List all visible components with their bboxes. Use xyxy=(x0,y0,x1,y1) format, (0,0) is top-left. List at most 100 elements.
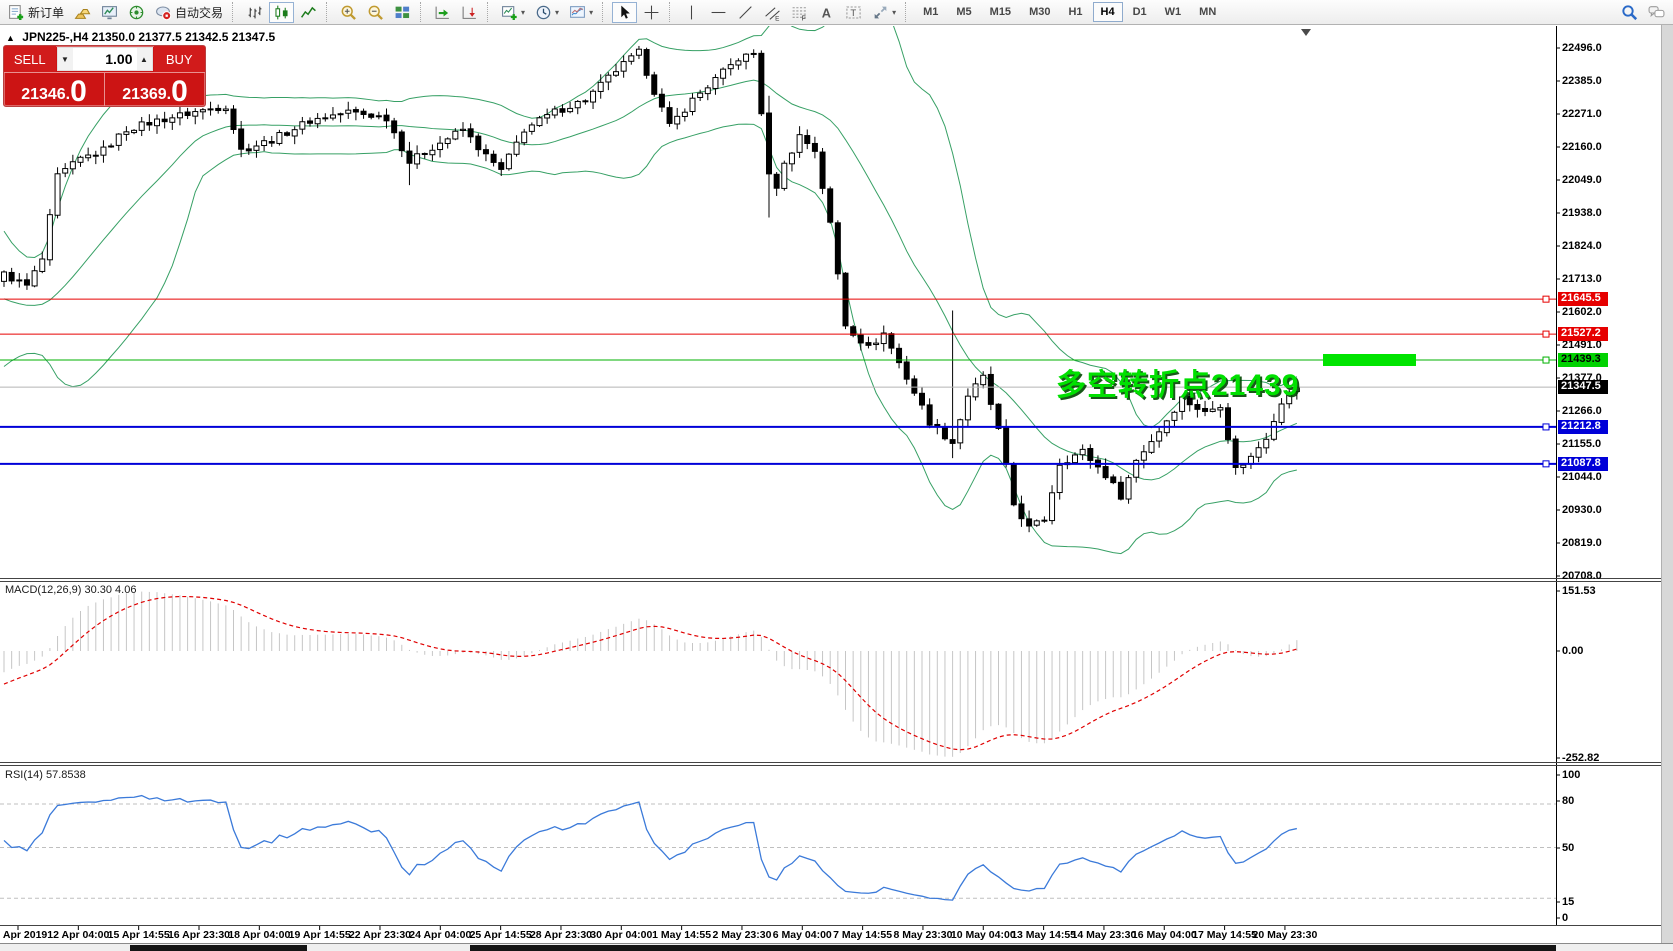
cursor-button[interactable] xyxy=(612,1,638,23)
price-axis-tick: 22271.0 xyxy=(1562,108,1602,120)
volume-input[interactable] xyxy=(72,48,137,70)
support-line-21212[interactable] xyxy=(0,423,1556,431)
auto-scroll-icon xyxy=(435,6,449,19)
chat-button[interactable] xyxy=(1644,2,1669,23)
chevron-down-icon[interactable]: ▾ xyxy=(589,7,594,17)
fibonacci-button[interactable]: F xyxy=(787,2,812,23)
text-label-button[interactable]: T xyxy=(841,2,866,23)
macd-axis-tick: -252.82 xyxy=(1562,752,1600,764)
sell-price[interactable]: 21346. 0 xyxy=(4,73,105,106)
zoom-in-icon xyxy=(341,5,356,20)
search-icon xyxy=(1622,4,1638,20)
horizontal-line-button[interactable] xyxy=(706,2,731,23)
macd-histogram xyxy=(3,591,1298,757)
price-axis-tick: 20819.0 xyxy=(1562,537,1602,549)
trendline-icon xyxy=(739,5,752,19)
timeframe-d1-button[interactable]: D1 xyxy=(1125,2,1155,22)
crosshair-icon xyxy=(644,5,659,19)
toolbar-separator xyxy=(602,2,608,22)
chart-shift-marker-icon xyxy=(1301,29,1311,41)
arrows-button[interactable]: ▾ xyxy=(868,2,900,23)
market-watch-button[interactable] xyxy=(70,2,95,23)
buy-button[interactable]: BUY xyxy=(153,46,205,72)
auto-scroll-button[interactable] xyxy=(430,2,455,23)
fibonacci-icon: F xyxy=(792,6,807,21)
pivot-line-21439[interactable] xyxy=(0,356,1556,364)
line-handle[interactable] xyxy=(1542,460,1550,468)
timeframe-h4-button[interactable]: H4 xyxy=(1092,2,1123,22)
svg-text:T: T xyxy=(850,8,856,19)
toolbar-separator xyxy=(232,2,238,22)
buy-price[interactable]: 21369. 0 xyxy=(122,75,188,107)
templates-button[interactable]: ▾ xyxy=(565,2,597,23)
line-handle[interactable] xyxy=(1542,295,1550,303)
line-price-badge: 21527.2 xyxy=(1558,327,1608,342)
bar-chart-mode-button[interactable] xyxy=(242,2,267,23)
time-axis-label: 25 Apr 14:55 xyxy=(469,929,532,941)
timeframe-w1-button[interactable]: W1 xyxy=(1157,2,1190,22)
time-axis-label: 2 May 23:30 xyxy=(712,929,772,941)
timeframe-m15-button[interactable]: M15 xyxy=(982,2,1019,22)
chart-annotation-text[interactable]: 多空转折点21439 xyxy=(1056,369,1300,402)
sell-button[interactable]: SELL xyxy=(4,46,56,72)
toolbar: 新订单 自动交易 ▾ ▾ ▾ E F A T ▾ M1 M5 M15 M30 H1 H4 D1 W1 MN xyxy=(0,0,1673,25)
one-click-trade-panel: SELL ▼ ▲ BUY 21346.0 21369.0 xyxy=(3,45,206,107)
timeframe-h1-button[interactable]: H1 xyxy=(1060,2,1090,22)
line-handle[interactable] xyxy=(1542,330,1550,338)
vertical-line-button[interactable] xyxy=(679,2,704,23)
timeframe-m5-button[interactable]: M5 xyxy=(948,2,979,22)
search-button[interactable] xyxy=(1617,2,1642,23)
scrollbar-thumb[interactable] xyxy=(470,945,1556,951)
volume-decrease-button[interactable]: ▼ xyxy=(57,48,73,70)
time-axis-label: 10 May 04:00 xyxy=(950,929,1016,941)
price-axis-tick: 22160.0 xyxy=(1562,141,1602,153)
candlestick-mode-button[interactable] xyxy=(269,1,295,23)
price-axis-tick: 22496.0 xyxy=(1562,42,1602,54)
chart-shift-button[interactable] xyxy=(457,2,482,23)
line-chart-mode-button[interactable] xyxy=(296,2,321,23)
autotrading-button[interactable]: 自动交易 xyxy=(151,2,227,23)
rsi-axis-tick: 100 xyxy=(1562,769,1581,781)
bid-price-badge: 21347.5 xyxy=(1558,380,1608,395)
scrollbar-thumb[interactable] xyxy=(130,945,307,951)
trendline-button[interactable] xyxy=(733,2,758,23)
crosshair-button[interactable] xyxy=(639,2,664,23)
new-order-button[interactable]: 新订单 xyxy=(4,2,68,23)
zoom-out-button[interactable] xyxy=(363,2,388,23)
highlight-rectangle[interactable] xyxy=(1323,354,1416,366)
chart-shift-icon xyxy=(462,6,476,19)
volume-increase-button[interactable]: ▲ xyxy=(136,48,152,70)
trade-panel-collapse-arrow[interactable]: ▲ xyxy=(6,33,15,43)
chevron-down-icon[interactable]: ▾ xyxy=(555,7,560,17)
svg-text:E: E xyxy=(775,15,779,21)
tile-windows-button[interactable] xyxy=(390,2,415,23)
chevron-down-icon[interactable]: ▾ xyxy=(521,7,526,17)
time-axis-label: 1 May 14:55 xyxy=(652,929,712,941)
time-axis-label: 18 Apr 04:00 xyxy=(228,929,291,941)
periods-icon xyxy=(536,5,551,19)
chevron-down-icon[interactable]: ▾ xyxy=(892,7,897,17)
new-chart-button[interactable]: ▾ xyxy=(497,2,529,23)
data-window-button[interactable] xyxy=(97,2,122,23)
chart-header: ▲ JPN225-,H4 21350.0 21377.5 21342.5 213… xyxy=(6,30,275,44)
resistance-line-21527[interactable] xyxy=(0,330,1556,338)
timeframe-mn-button[interactable]: MN xyxy=(1191,2,1224,22)
periods-button[interactable]: ▾ xyxy=(531,2,563,23)
zoom-in-button[interactable] xyxy=(336,2,361,23)
timeframe-m1-button[interactable]: M1 xyxy=(915,2,946,22)
line-handle[interactable] xyxy=(1542,423,1550,431)
text-button[interactable]: A xyxy=(814,2,839,23)
price-axis-tick: 21491.0 xyxy=(1562,339,1602,351)
timeframe-m30-button[interactable]: M30 xyxy=(1021,2,1058,22)
equidistant-channel-button[interactable]: E xyxy=(760,2,785,23)
line-price-badge: 21087.8 xyxy=(1558,456,1608,471)
candlesticks xyxy=(1,45,1300,533)
resistance-line-21645[interactable] xyxy=(0,295,1556,303)
templates-icon xyxy=(570,5,585,18)
chart-scrollbar[interactable] xyxy=(0,943,1673,951)
support-line-21087[interactable] xyxy=(0,460,1556,468)
navigator-button[interactable] xyxy=(124,2,149,23)
line-handle[interactable] xyxy=(1542,356,1550,364)
macd-axis-tick: 0.00 xyxy=(1562,645,1584,657)
